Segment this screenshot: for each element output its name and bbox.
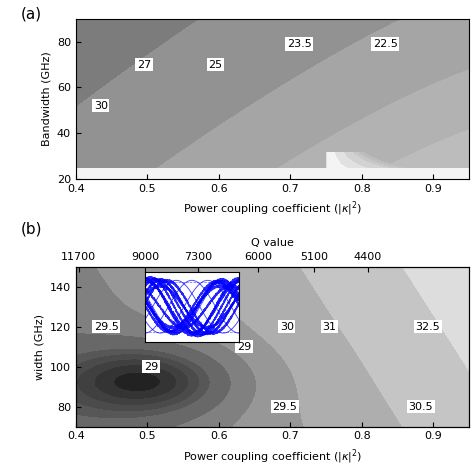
Text: 32.5: 32.5 <box>416 322 440 332</box>
Y-axis label: Bandwidth (GHz): Bandwidth (GHz) <box>41 52 51 146</box>
Text: 29.5: 29.5 <box>94 322 118 332</box>
Text: 29.5: 29.5 <box>273 401 297 411</box>
Text: 25: 25 <box>208 60 222 70</box>
Text: 27: 27 <box>137 60 151 70</box>
Text: 23.5: 23.5 <box>287 39 311 49</box>
Text: (b): (b) <box>21 222 42 237</box>
Text: 31: 31 <box>323 322 337 332</box>
Text: 30.5: 30.5 <box>409 401 433 411</box>
Text: 30: 30 <box>280 322 294 332</box>
Text: 30: 30 <box>94 101 108 111</box>
X-axis label: Q value: Q value <box>251 238 294 248</box>
Y-axis label: width (GHz): width (GHz) <box>34 314 44 380</box>
X-axis label: Power coupling coefficient ($|\kappa|^{2}$): Power coupling coefficient ($|\kappa|^{2… <box>183 199 362 218</box>
Text: (a): (a) <box>21 6 42 21</box>
Text: 29: 29 <box>237 342 251 352</box>
Text: 22.5: 22.5 <box>373 39 398 49</box>
X-axis label: Power coupling coefficient ($|\kappa|^{2}$): Power coupling coefficient ($|\kappa|^{2… <box>183 447 362 465</box>
Text: 29: 29 <box>144 362 158 372</box>
